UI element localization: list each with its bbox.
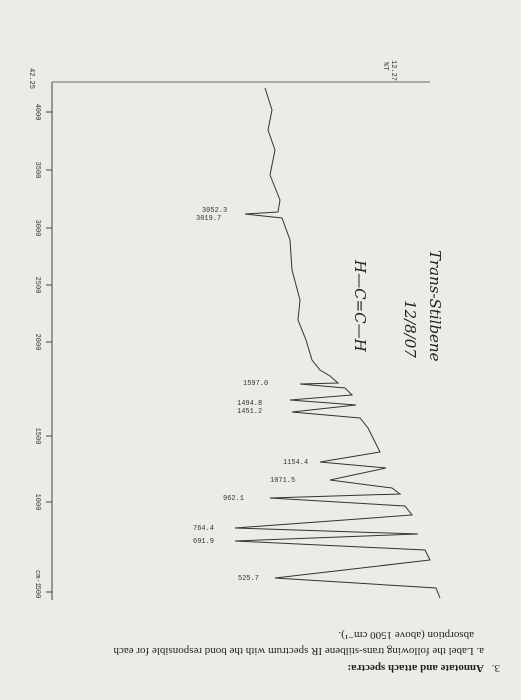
x-tick-label: 4000 [33, 104, 41, 121]
ir-trace [234, 87, 441, 599]
peak-label: 1597.0 [243, 380, 268, 388]
x-tick-label: 500 [33, 586, 41, 599]
peak-label: 1451.2 [237, 408, 262, 416]
peak-label: 3019.7 [196, 215, 221, 223]
question-item-cont: absorption (above 1500 cm⁻¹). [338, 629, 474, 641]
x-tick-label: 1000 [33, 494, 41, 511]
peak-label: 525.7 [238, 575, 259, 583]
peak-label: 1154.4 [283, 459, 308, 467]
peak-label: 3052.3 [202, 207, 227, 215]
x-tick-label: 1500 [33, 428, 41, 445]
question-number: 3. [492, 662, 501, 674]
peak-label: 764.4 [193, 525, 214, 533]
x-tick-label: 3000 [33, 220, 41, 237]
question-item: a. Label the following trans-stilbene IR… [113, 645, 484, 657]
y-bottom-label: 42.25 [27, 68, 35, 89]
y-top-label: 12.27 [389, 60, 397, 81]
peak-label: 1071.5 [270, 477, 295, 485]
hand-title: Trans-Stilbene [426, 250, 444, 362]
peak-label: 962.1 [223, 495, 244, 503]
handwriting: Trans-Stilbene 12/8/07 H—C=C—H [351, 250, 444, 362]
question: 3. Annotate and attach spectra: a. Label… [113, 629, 500, 674]
structure: H—C=C—H [351, 259, 369, 353]
x-tick-label: 3500 [33, 162, 41, 179]
y-unit: %T [381, 62, 389, 70]
peak-label: 1494.8 [237, 400, 262, 408]
peak-label: 691.9 [193, 538, 214, 546]
x-unit: cm-1 [33, 570, 41, 587]
question-heading: Annotate and attach spectra: [347, 662, 484, 674]
x-tick-label: 2000 [33, 334, 41, 351]
hand-date: 12/8/07 [401, 300, 419, 358]
x-tick-label: 2500 [33, 277, 41, 294]
